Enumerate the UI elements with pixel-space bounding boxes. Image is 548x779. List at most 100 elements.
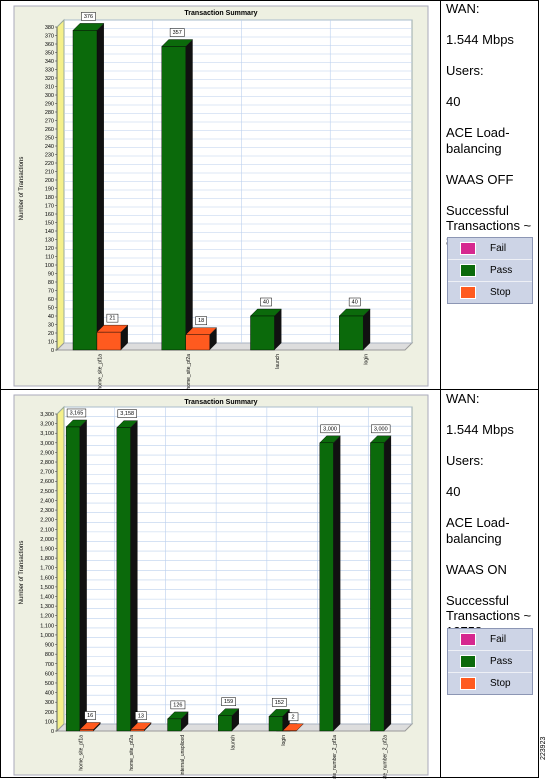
y-tick-label: 3,000 bbox=[40, 441, 54, 447]
y-tick-label: 1,400 bbox=[40, 595, 54, 601]
notes: WAN: 1.544 Mbps Users: 40 ACE Load-balancing… bbox=[446, 1, 536, 265]
legend-item: Stop bbox=[448, 672, 532, 694]
note-text: ACE Load-balancing bbox=[446, 125, 510, 156]
y-tick-label: 60 bbox=[48, 297, 54, 303]
y-tick-label: 150 bbox=[45, 221, 54, 227]
notes: WAN: 1.544 Mbps Users: 40 ACE Load-balancing… bbox=[446, 391, 536, 655]
value-label-box bbox=[287, 712, 299, 722]
value-label-box bbox=[320, 424, 340, 434]
value-label-box bbox=[271, 698, 287, 707]
value-label-text: 40 bbox=[263, 300, 269, 306]
value-label-box bbox=[170, 700, 186, 710]
note-text: 40 bbox=[446, 94, 461, 109]
x-tick-label: home_site_pf1a bbox=[78, 735, 84, 771]
value-label-box bbox=[117, 409, 137, 418]
y-tick-label: 1,700 bbox=[40, 566, 54, 572]
bar-side bbox=[96, 23, 104, 351]
value-label-box bbox=[221, 697, 236, 706]
value-label: 3,165 bbox=[66, 408, 87, 418]
value-label: 21 bbox=[106, 313, 119, 323]
legend-item: Fail bbox=[448, 238, 532, 259]
y-tick-label: 2,400 bbox=[40, 498, 54, 504]
y-tick-label: 600 bbox=[45, 671, 54, 677]
value-label: 152 bbox=[271, 698, 287, 707]
bar bbox=[185, 334, 210, 351]
legend: Fail Pass Stop bbox=[447, 628, 533, 695]
y-tick-label: 400 bbox=[45, 691, 54, 697]
y-tick-label: 1,200 bbox=[40, 614, 54, 620]
value-label: 2 bbox=[287, 712, 299, 722]
x-tick-label: home_site_pf2a bbox=[129, 735, 135, 771]
y-tick-label: 2,200 bbox=[40, 518, 54, 524]
y-tick-label: 100 bbox=[45, 719, 54, 725]
bar bbox=[72, 30, 98, 351]
note-text: Users: bbox=[446, 453, 484, 468]
y-tick-label: 190 bbox=[45, 187, 54, 193]
note-text: WAAS OFF bbox=[446, 171, 514, 187]
legend-label: Fail bbox=[490, 243, 507, 254]
y-tick-label: 280 bbox=[45, 110, 54, 116]
y-tick-label: 270 bbox=[45, 119, 54, 125]
y-tick-label: 300 bbox=[45, 93, 54, 99]
y-tick-label: 250 bbox=[45, 136, 54, 142]
y-tick-label: 2,800 bbox=[40, 460, 54, 466]
y-tick-label: 100 bbox=[45, 263, 54, 269]
y-tick-label: 370 bbox=[45, 34, 54, 40]
x-tick-label: login bbox=[281, 735, 287, 746]
y-tick-label: 1,100 bbox=[40, 623, 54, 629]
value-label-text: 3,000 bbox=[323, 426, 337, 432]
y-tick-label: 2,600 bbox=[40, 479, 54, 485]
bar-side bbox=[79, 419, 87, 731]
bar-side bbox=[333, 435, 341, 731]
bar bbox=[218, 715, 233, 732]
bar-side bbox=[181, 711, 189, 731]
legend: Fail Pass Stop bbox=[447, 237, 533, 304]
y-tick-label: 160 bbox=[45, 212, 54, 218]
y-tick-label: 170 bbox=[45, 204, 54, 210]
value-label: 13 bbox=[135, 711, 147, 721]
y-tick-label: 10 bbox=[48, 340, 54, 346]
note-text: Users: bbox=[446, 63, 484, 78]
y-tick-label: 220 bbox=[45, 161, 54, 167]
y-tick-label: 330 bbox=[45, 68, 54, 74]
y-tick-label: 3,300 bbox=[40, 412, 54, 418]
value-label: 40 bbox=[348, 297, 361, 307]
legend-item: Fail bbox=[448, 629, 532, 650]
value-label-text: 40 bbox=[352, 300, 358, 306]
legend-item: Pass bbox=[448, 650, 532, 672]
value-label-text: 16 bbox=[87, 713, 93, 719]
value-label: 3,000 bbox=[320, 424, 340, 434]
bar bbox=[161, 46, 186, 351]
value-label: 3,000 bbox=[371, 424, 391, 434]
y-tick-label: 20 bbox=[48, 331, 54, 337]
y-tick-label: 380 bbox=[45, 25, 54, 31]
y-tick-label: 350 bbox=[45, 51, 54, 57]
legend-swatch bbox=[460, 264, 476, 277]
y-tick-label: 290 bbox=[45, 102, 54, 108]
y-tick-label: 340 bbox=[45, 59, 54, 65]
y-tick-label: 120 bbox=[45, 246, 54, 252]
value-label-box bbox=[195, 316, 207, 325]
y-tick-label: 180 bbox=[45, 195, 54, 201]
value-label-box bbox=[348, 297, 361, 307]
value-label: 357 bbox=[169, 28, 185, 37]
value-label-text: 3,158 bbox=[120, 411, 134, 417]
y-tick-label: 30 bbox=[48, 323, 54, 329]
value-label-text: 3,000 bbox=[374, 426, 388, 432]
bar-side bbox=[209, 327, 217, 350]
bar-side bbox=[384, 435, 392, 731]
value-label-text: 13 bbox=[138, 713, 144, 719]
legend-swatch bbox=[460, 242, 476, 255]
value-label-box bbox=[106, 313, 119, 323]
y-tick-label: 0 bbox=[51, 729, 54, 735]
y-tick-label: 2,300 bbox=[40, 508, 54, 514]
legend-swatch bbox=[460, 633, 476, 646]
value-label-text: 376 bbox=[84, 14, 93, 20]
y-tick-label: 800 bbox=[45, 652, 54, 658]
bar bbox=[167, 718, 182, 732]
chart-title: Transaction Summary bbox=[184, 399, 257, 406]
x-tick-label: internal_unspliced bbox=[180, 735, 186, 776]
value-label-box bbox=[81, 12, 96, 21]
